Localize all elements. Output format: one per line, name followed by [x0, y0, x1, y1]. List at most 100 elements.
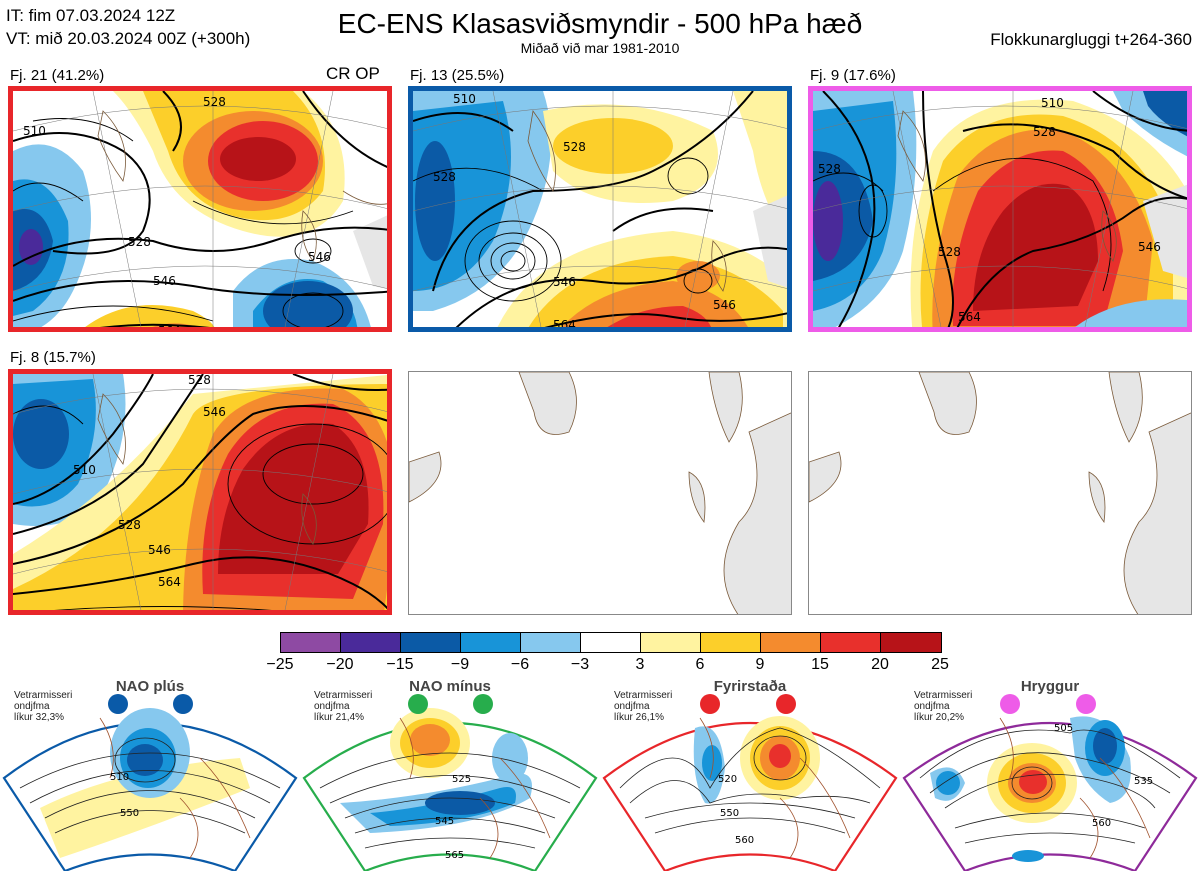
contour-label: 546: [148, 543, 171, 557]
contour-label: 510: [1041, 96, 1064, 110]
colorbar-tick: −9: [450, 656, 470, 673]
regime-contour: 520: [718, 774, 737, 785]
regime-nao-plus: 510 550 NAO plús Vetrarmisseri ondjfma l…: [0, 678, 300, 871]
regime-map-ridge: 505 535 560: [902, 694, 1198, 871]
regime-note-line: ondjfma: [14, 701, 50, 712]
colorbar-tick: 25: [931, 656, 949, 673]
contour-label: 564: [958, 310, 981, 324]
contour-label: 510: [453, 92, 476, 106]
colorbar-tick: 3: [635, 656, 645, 673]
anomaly-map-1: 510 528 546 564 546 528: [13, 91, 387, 332]
regime-contour: 560: [735, 835, 754, 846]
regime-title: Hryggur: [1020, 678, 1080, 695]
colorbar-swatch: [281, 633, 341, 652]
regime-marker-1: [408, 694, 428, 714]
page-subtitle: Miðað við mar 1981-2010: [520, 40, 680, 56]
colorbar-swatch: [401, 633, 461, 652]
colorbar-tick: 20: [871, 656, 889, 673]
anomaly-map-2: 510 528 546 564 528 546: [413, 91, 787, 332]
run-info: IT: fim 07.03.2024 12Z VT: mið 20.03.202…: [6, 4, 250, 50]
regime-note-line: Vetrarmisseri: [14, 690, 73, 701]
regime-contour: 505: [1054, 723, 1073, 734]
colorbar-swatch: [641, 633, 701, 652]
regime-marker-2: [473, 694, 493, 714]
regime-title: NAO plús: [115, 678, 185, 695]
colorbar-tick: −3: [570, 656, 590, 673]
regime-contour: 510: [110, 772, 129, 783]
contour-label: 528: [188, 374, 211, 387]
contour-label: 528: [818, 162, 841, 176]
contour-label: 546: [203, 405, 226, 419]
contour-label: 510: [23, 124, 46, 138]
basemap-6: [809, 372, 1191, 614]
regime-note-line: Vetrarmisseri: [914, 690, 973, 701]
contour-label: 528: [128, 235, 151, 249]
anomaly-map-4: 528 546 564 546 528 510: [13, 374, 387, 610]
regime-marker-1: [1000, 694, 1020, 714]
regime-contour: 545: [435, 816, 454, 827]
panel-1-label: Fj. 21 (41.2%): [10, 67, 105, 84]
contour-label: 546: [1138, 240, 1161, 254]
contour-label: 528: [433, 170, 456, 184]
contour-label: 546: [713, 298, 736, 312]
regime-contour: 565: [445, 850, 464, 861]
colorbar-swatch: [881, 633, 941, 652]
panel-4-label: Fj. 8 (15.7%): [10, 349, 96, 366]
colorbar-swatch: [761, 633, 821, 652]
cluster-map-1[interactable]: 510 528 546 564 546 528: [8, 86, 392, 332]
regime-contour: 550: [120, 808, 139, 819]
regime-note-line: Vetrarmisseri: [614, 690, 673, 701]
contour-label: 564: [553, 318, 576, 332]
colorbar-tick: 15: [811, 656, 829, 673]
regime-title: NAO mínus: [409, 678, 491, 695]
regime-note: Vetrarmisseri ondjfma líkur 21,4%: [314, 690, 372, 723]
colorbar-swatch: [521, 633, 581, 652]
regime-probability: líkur 32,3%: [14, 712, 65, 723]
regime-probability: líkur 20,2%: [914, 712, 965, 723]
regime-note: Vetrarmisseri ondjfma líkur 32,3%: [14, 690, 72, 723]
cluster-map-3[interactable]: 510 528 546 564 528 528: [808, 86, 1192, 332]
regime-note-line: ondjfma: [914, 701, 950, 712]
regime-note-line: Vetrarmisseri: [314, 690, 373, 701]
contour-label: 546: [153, 274, 176, 288]
colorbar: [280, 632, 942, 653]
regime-contour: 525: [452, 774, 471, 785]
cluster-map-2[interactable]: 510 528 546 564 528 546: [408, 86, 792, 332]
cluster-map-4[interactable]: 528 546 564 546 528 510: [8, 369, 392, 615]
colorbar-swatch: [701, 633, 761, 652]
regime-map-blocking: 520 550 560: [602, 694, 898, 871]
anomaly-map-3: 510 528 546 564 528 528: [813, 91, 1187, 327]
empty-map-6: [808, 371, 1192, 615]
regime-map-nao-plus: 510 550: [2, 694, 298, 871]
regime-contour: 560: [1092, 818, 1111, 829]
contour-label: 546: [308, 250, 331, 264]
regime-marker-1: [700, 694, 720, 714]
colorbar-tick: −6: [510, 656, 530, 673]
contour-label: 528: [1033, 125, 1056, 139]
regime-note: Vetrarmisseri ondjfma líkur 20,2%: [914, 690, 972, 723]
contour-label: 564: [158, 324, 181, 332]
regime-probability: líkur 26,1%: [614, 712, 665, 723]
init-time: IT: fim 07.03.2024 12Z: [6, 6, 176, 25]
colorbar-tick: 9: [755, 656, 765, 673]
regime-note-line: ondjfma: [614, 701, 650, 712]
colorbar-swatch: [821, 633, 881, 652]
regime-title: Fyrirstaða: [713, 678, 787, 695]
valid-time: VT: mið 20.03.2024 00Z (+300h): [6, 29, 251, 48]
classification-window: Flokkunargluggi t+264-360: [990, 30, 1192, 49]
colorbar-swatch: [341, 633, 401, 652]
contour-label: 546: [553, 275, 576, 289]
panel-2-label: Fj. 13 (25.5%): [410, 67, 505, 84]
regime-probability: líkur 21,4%: [314, 712, 365, 723]
colorbar-tick: −15: [386, 656, 414, 673]
contour-label: 564: [158, 575, 181, 589]
page-title: EC-ENS Klasasviðsmyndir - 500 hPa hæð: [337, 8, 863, 39]
regime-ridge: 505 535 560 Hryggur Vetrarmisseri ondjfm…: [900, 678, 1200, 871]
regime-marker-2: [776, 694, 796, 714]
regime-map-nao-minus: 525 545 565: [302, 694, 598, 871]
regime-contour: 550: [720, 808, 739, 819]
colorbar-tick: −25: [266, 656, 294, 673]
panel-3-label: Fj. 9 (17.6%): [810, 67, 896, 84]
colorbar-swatch: [581, 633, 641, 652]
regime-note-line: ondjfma: [314, 701, 350, 712]
